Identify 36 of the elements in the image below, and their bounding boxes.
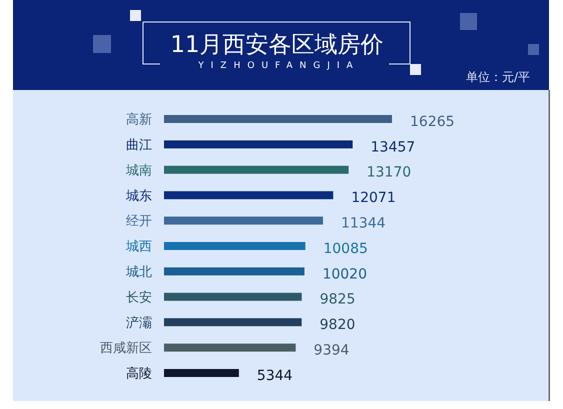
- bar: [164, 344, 296, 352]
- text: 单位：元/平: [466, 70, 530, 84]
- data-label: 12071: [351, 190, 396, 206]
- y-tick-label: 城西: [125, 240, 152, 255]
- data-label: 9394: [314, 342, 350, 358]
- y-tick-label: 高新: [126, 112, 152, 128]
- y-tick-label: 西咸新区: [100, 341, 152, 356]
- data-label: 16265: [410, 114, 455, 130]
- bar: [164, 115, 392, 123]
- bar: [164, 369, 239, 377]
- y-tick-label: 城东: [125, 188, 152, 204]
- data-label: 10020: [322, 266, 368, 282]
- bar: [164, 140, 353, 148]
- y-tick-label: 长安: [126, 289, 152, 306]
- bar: [164, 318, 302, 326]
- y-tick-label: 经开: [126, 214, 152, 230]
- bar: [164, 166, 349, 174]
- bar: [164, 292, 302, 301]
- chart-subtitle: YIZHOUFANGJIA: [197, 61, 360, 72]
- y-tick-label: 浐灞: [126, 316, 152, 331]
- data-label: 9825: [320, 292, 356, 308]
- y-tick-label: 城北: [125, 264, 152, 280]
- chart-title: 11月西安各区域房价: [170, 32, 384, 58]
- data-label: 13170: [366, 164, 412, 181]
- data-label: 9820: [320, 317, 356, 334]
- data-label: 13457: [370, 139, 416, 156]
- bar: [164, 216, 324, 225]
- bar: [164, 191, 334, 200]
- bar: [164, 267, 304, 276]
- data-label: 11344: [341, 216, 386, 232]
- data-label: 10085: [323, 240, 368, 257]
- y-tick-label: 曲江: [126, 138, 152, 153]
- y-tick-label: 城南: [125, 163, 152, 178]
- data-label: 5344: [256, 368, 293, 384]
- bar: [164, 242, 306, 250]
- y-tick-label: 高陵: [126, 366, 152, 382]
